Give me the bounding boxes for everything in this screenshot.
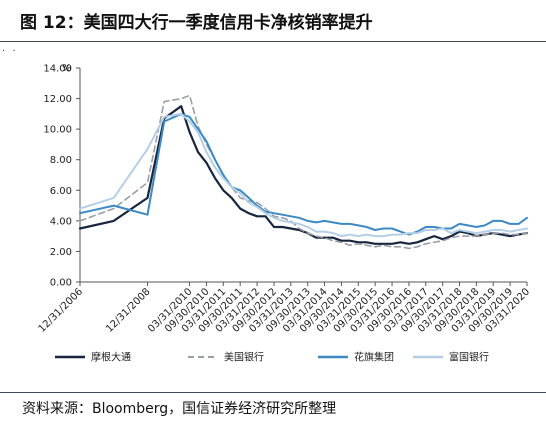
title-divider	[0, 41, 546, 42]
y-tick-label: 8.00	[50, 155, 72, 166]
x-tick-label: 12/31/2006	[37, 286, 86, 335]
source-note: 资料来源：Bloomberg，国信证券经济研究所整理	[22, 401, 337, 417]
y-tick-label: 4.00	[50, 216, 72, 227]
legend-label-1: 摩根大通	[91, 351, 131, 364]
y-tick-label: 14.00	[43, 64, 72, 75]
y-tick-label: 6.00	[50, 186, 72, 197]
legend-label-3: 花旗集团	[354, 351, 394, 364]
series-line-1	[78, 105, 529, 245]
series-line-4	[79, 112, 528, 238]
legend-label-2: 美国银行	[224, 351, 264, 364]
chart-title: 图 12：美国四大行一季度信用卡净核销率提升	[20, 13, 373, 33]
y-tick-label: 0.00	[50, 278, 72, 289]
series-line-3	[79, 112, 528, 236]
y-tick-label: 12.00	[43, 94, 72, 105]
y-unit-label: %	[62, 63, 72, 74]
series-line-2	[79, 94, 528, 250]
y-tick-label: 10.00	[43, 125, 72, 136]
line-chart: 0.00 2.00 4.00 6.00 8.00 10.00 12.00 14.00% 12/3…	[37, 63, 533, 364]
decorative-dots: · ·	[2, 46, 18, 57]
legend-label-4: 富国银行	[449, 351, 489, 364]
footer-divider	[0, 392, 546, 393]
y-tick-label: 2.00	[50, 247, 72, 258]
